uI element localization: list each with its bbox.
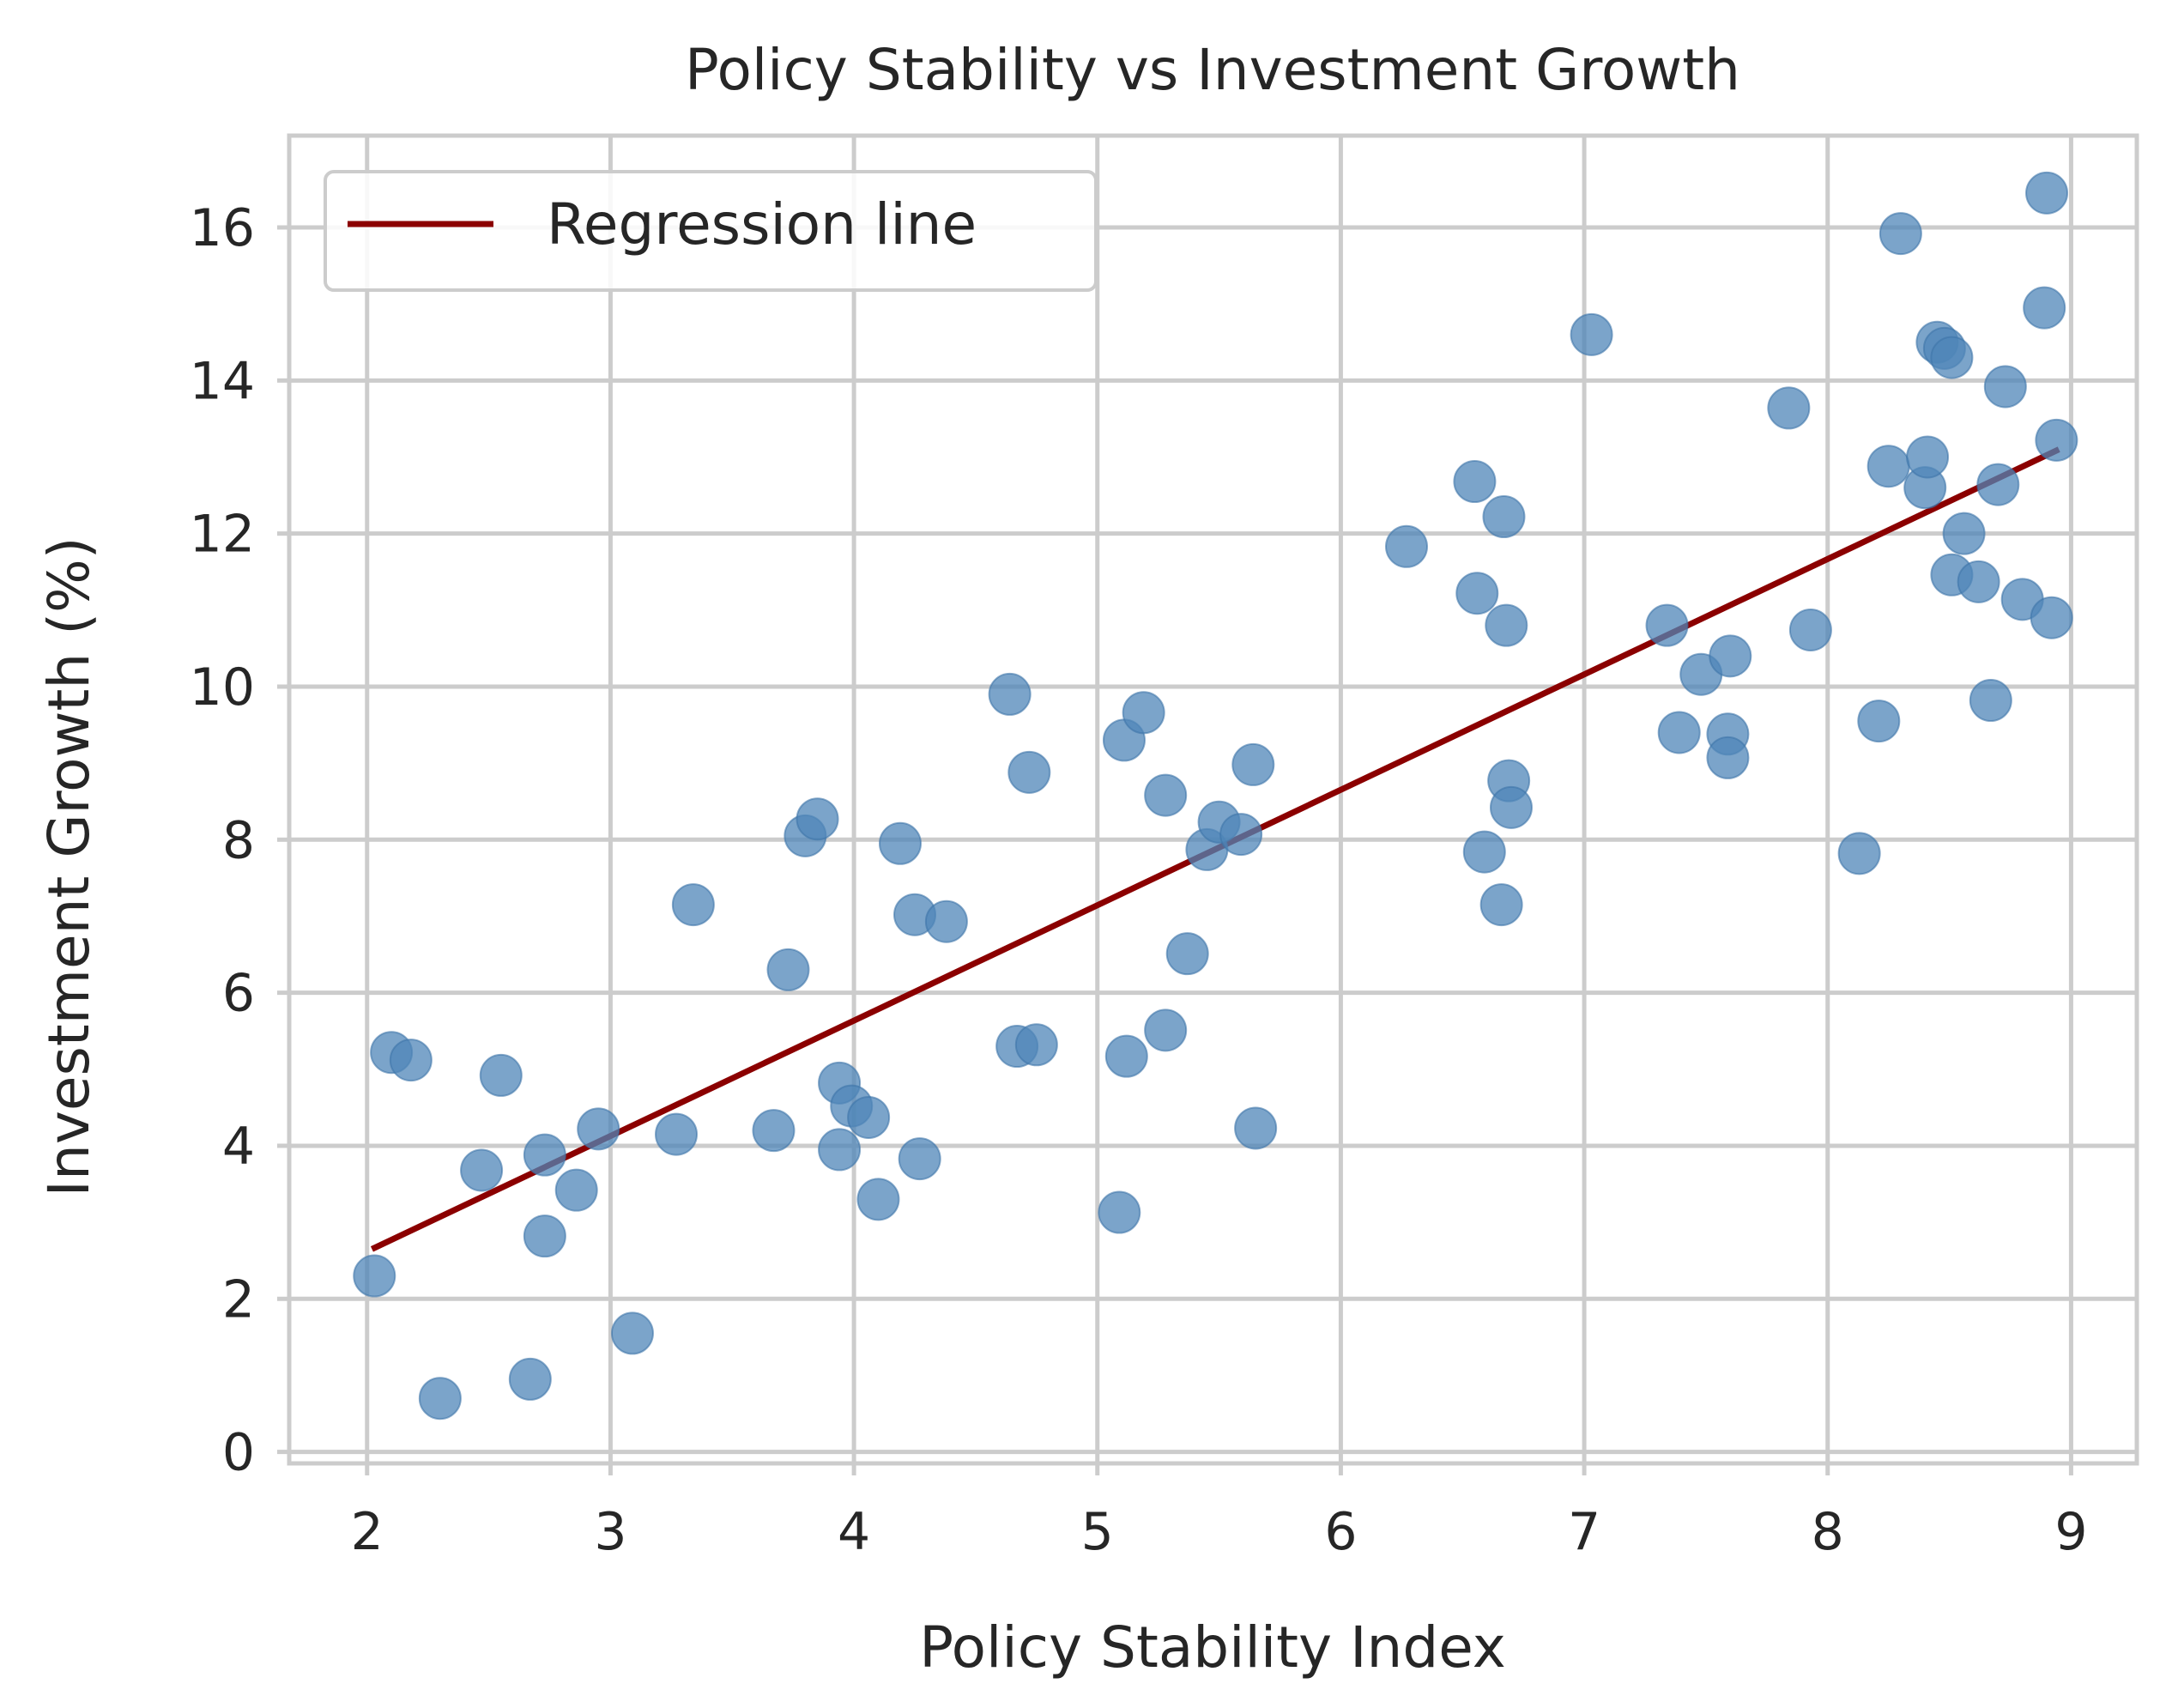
x-tick-label: 9 (2054, 1502, 2087, 1562)
plot-frame (287, 133, 2139, 1466)
data-point (671, 883, 715, 927)
x-tick-label: 8 (1812, 1502, 1844, 1562)
tick-layer: 2 3 4 5 6 7 8 9 0 2 4 6 8 10 12 14 16 (190, 198, 2088, 1562)
data-point (1983, 365, 2027, 409)
data-point (2025, 171, 2069, 215)
data-point (460, 1148, 504, 1192)
x-tick-label: 4 (838, 1502, 870, 1562)
data-point (1709, 634, 1752, 678)
data-point (752, 1109, 796, 1153)
data-point (1098, 1190, 1141, 1234)
data-point (554, 1168, 598, 1212)
data-point (479, 1053, 523, 1097)
y-axis-label: Investment Growth (%) (36, 537, 102, 1197)
data-point (418, 1377, 462, 1420)
x-tick-label: 7 (1568, 1502, 1600, 1562)
legend-box (324, 170, 1098, 292)
data-point (1969, 679, 2012, 723)
data-point (1144, 1008, 1188, 1052)
x-tick-label: 2 (351, 1502, 384, 1562)
data-point (1857, 700, 1901, 743)
data-points (353, 171, 2078, 1420)
y-tick-label: 8 (222, 810, 255, 870)
y-tick-label: 6 (222, 964, 255, 1024)
data-point (924, 899, 968, 943)
y-tick-label: 12 (190, 505, 255, 565)
data-point (1906, 435, 1950, 479)
data-point (1657, 711, 1701, 754)
data-point (1219, 813, 1263, 857)
y-tick-label: 0 (222, 1423, 255, 1483)
x-tick-label: 6 (1324, 1502, 1357, 1562)
y-tick-label: 16 (190, 198, 255, 258)
data-point (1479, 883, 1523, 927)
y-tick-label: 4 (222, 1117, 255, 1177)
data-point (1453, 460, 1497, 504)
data-point (1007, 750, 1051, 794)
data-point (577, 1107, 620, 1151)
data-point (1482, 495, 1526, 539)
data-point (1837, 832, 1881, 875)
data-point (523, 1214, 566, 1258)
data-point (2023, 286, 2066, 330)
data-point (847, 1095, 891, 1139)
data-point (1976, 463, 2020, 506)
x-axis-label: Policy Stability Index (919, 1614, 1506, 1681)
data-point (1957, 560, 2000, 603)
data-point (1879, 212, 1922, 256)
data-point (1455, 572, 1499, 615)
legend: Regression line (324, 170, 1098, 292)
data-point (766, 948, 810, 991)
y-tick-label: 10 (190, 657, 255, 718)
data-point (856, 1178, 900, 1221)
data-point (389, 1039, 433, 1082)
data-point (655, 1112, 699, 1156)
data-point (796, 797, 839, 841)
data-point (2035, 418, 2078, 462)
data-point (508, 1357, 552, 1401)
data-point (1706, 736, 1750, 779)
data-point (1788, 609, 1832, 652)
data-point (1122, 691, 1165, 735)
legend-label-regression: Regression line (547, 191, 977, 257)
data-point (1231, 742, 1275, 786)
x-tick-label: 5 (1081, 1502, 1114, 1562)
data-point (1767, 386, 1811, 430)
data-point (610, 1311, 654, 1355)
data-point (1942, 512, 1986, 555)
data-point (898, 1137, 941, 1181)
data-point (2030, 596, 2073, 639)
data-point (988, 672, 1032, 716)
data-point (1645, 603, 1689, 647)
data-point (523, 1133, 566, 1177)
data-point (1104, 1034, 1148, 1078)
data-point (878, 821, 922, 865)
data-point (1165, 932, 1209, 976)
data-point (1144, 773, 1188, 817)
data-point (818, 1128, 862, 1172)
chart-title: Policy Stability vs Investment Growth (685, 37, 1740, 103)
data-point (1930, 336, 1974, 379)
data-point (353, 1254, 396, 1298)
grid-layer (289, 136, 2137, 1463)
y-tick-label: 2 (222, 1269, 255, 1329)
data-point (1570, 312, 1613, 356)
data-point (1866, 445, 1910, 488)
x-tick-label: 3 (594, 1502, 626, 1562)
data-point (1385, 524, 1429, 568)
data-point (1234, 1106, 1278, 1150)
data-point (1489, 785, 1533, 829)
data-point (1014, 1023, 1058, 1067)
data-point (1485, 603, 1528, 647)
y-tick-label: 14 (190, 351, 255, 411)
data-point (1462, 830, 1506, 874)
